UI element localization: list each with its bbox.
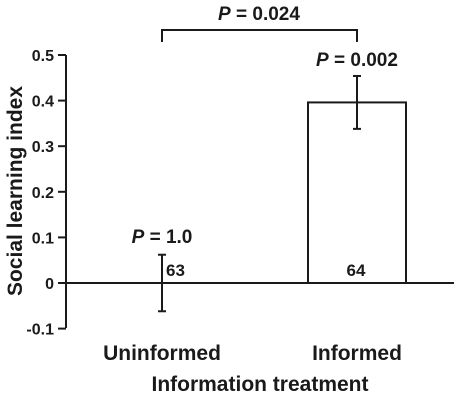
bracket-annotation: P = 0.024 (218, 4, 300, 25)
y-tick-label: 0.5 (32, 48, 54, 65)
bars (307, 101, 407, 285)
y-ticks: -0.1 0 0.1 0.2 0.3 0.4 0.5 (26, 48, 66, 339)
category-label-uninformed: Uninformed (103, 342, 221, 365)
annotation-p-symbol: P (132, 227, 145, 248)
bracket-p-value: = 0.024 (231, 4, 301, 25)
n-label-uninformed: 63 (166, 261, 185, 280)
annotation-p-symbol: P (316, 50, 329, 71)
annotation-p-value: = 1.0 (144, 227, 192, 248)
y-tick-label: 0.1 (32, 230, 54, 247)
error-bars (158, 74, 361, 313)
bar-informed (307, 101, 407, 285)
bar-annotation-informed: P = 0.002 (316, 50, 398, 71)
y-tick-label: 0.2 (32, 185, 54, 202)
n-label-informed: 64 (347, 261, 366, 280)
x-axis-title: Information treatment (151, 373, 368, 396)
y-tick-label: 0 (45, 276, 54, 293)
significance-bracket (161, 29, 358, 42)
category-label-informed: Informed (312, 342, 402, 365)
y-tick-label: 0.4 (32, 94, 54, 111)
y-tick-label: -0.1 (26, 322, 54, 339)
bracket-p-symbol: P (218, 4, 231, 25)
bar-annotation-uninformed: P = 1.0 (132, 227, 193, 248)
annotation-p-value: = 0.002 (329, 50, 398, 71)
y-tick-label: 0.3 (32, 139, 54, 156)
y-axis-title: Social learning index (4, 86, 27, 296)
